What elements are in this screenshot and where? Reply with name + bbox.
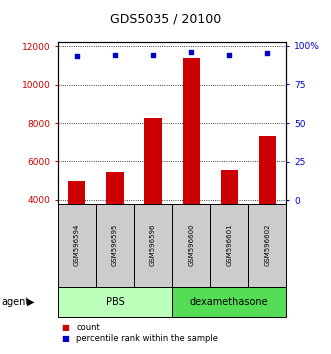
Bar [145,118,162,276]
Text: GDS5035 / 20100: GDS5035 / 20100 [110,12,221,25]
Text: ■: ■ [61,323,69,332]
Text: GSM596600: GSM596600 [188,224,194,267]
Point [265,51,270,56]
Text: GSM596601: GSM596601 [226,224,232,267]
Text: dexamethasone: dexamethasone [190,297,268,307]
Point [189,49,194,55]
Point [150,52,156,58]
Text: GSM596602: GSM596602 [264,224,270,267]
Bar [221,170,238,276]
Bar [68,182,85,276]
Text: PBS: PBS [106,297,124,307]
Text: percentile rank within the sample: percentile rank within the sample [76,333,218,343]
Text: GSM596595: GSM596595 [112,224,118,266]
Point [74,53,79,59]
Text: count: count [76,323,100,332]
Text: GSM596594: GSM596594 [74,224,80,266]
Text: GSM596596: GSM596596 [150,224,156,267]
Bar [259,136,276,276]
Text: ▶: ▶ [27,297,34,307]
Text: ■: ■ [61,333,69,343]
Point [112,52,118,58]
Bar [106,172,123,276]
Point [227,52,232,58]
Bar [183,58,200,276]
Text: agent: agent [2,297,30,307]
